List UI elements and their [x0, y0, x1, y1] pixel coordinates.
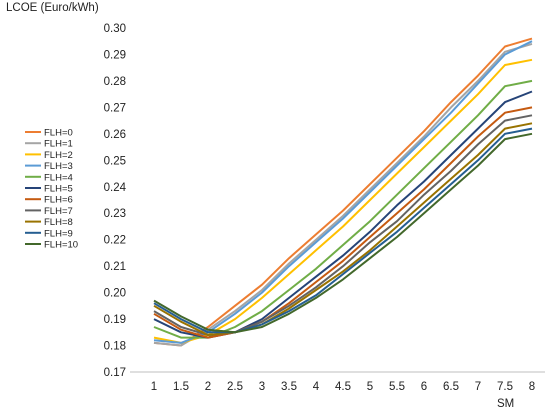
- x-axis-title: SM: [497, 398, 515, 410]
- y-tick-label: 0.22: [104, 235, 126, 247]
- legend-label: FLH=7: [44, 206, 73, 217]
- series-line-flh-10: [153, 132, 533, 334]
- x-tick-label: 1: [151, 381, 157, 393]
- series-line-flh-0: [153, 37, 533, 347]
- series-line-flh-6: [153, 106, 533, 339]
- series-line-flh-8: [153, 122, 533, 336]
- legend-label: FLH=10: [44, 240, 78, 251]
- legend-label: FLH=9: [44, 228, 73, 239]
- y-axis-title: LCOE (Euro/kWh): [6, 2, 99, 14]
- x-tick-label: 8: [529, 381, 535, 393]
- y-tick-label: 0.27: [104, 102, 126, 114]
- x-tick-label: 6.5: [443, 381, 459, 393]
- y-tick-label: 0.25: [104, 155, 126, 167]
- x-tick-label: 6: [421, 381, 427, 393]
- legend-label: FLH=8: [44, 217, 73, 228]
- y-tick-label: 0.21: [104, 261, 126, 273]
- y-tick-label: 0.23: [104, 208, 126, 220]
- legend-label: FLH=6: [44, 195, 73, 206]
- x-tick-label: 4: [313, 381, 320, 393]
- x-tick-label: 7.5: [497, 381, 513, 393]
- legend-label: FLH=5: [44, 184, 73, 195]
- y-tick-label: 0.26: [104, 129, 126, 141]
- x-tick-label: 7: [475, 381, 481, 393]
- legend-label: FLH=1: [44, 139, 73, 150]
- y-tick-label: 0.28: [104, 76, 126, 88]
- series-line-flh-9: [153, 127, 533, 334]
- x-tick-label: 5: [367, 381, 373, 393]
- legend-label: FLH=4: [44, 172, 73, 183]
- y-tick-label: 0.19: [104, 314, 126, 326]
- x-tick-label: 1.5: [173, 381, 189, 393]
- series-line-flh-3: [153, 40, 533, 344]
- y-tick-label: 0.20: [104, 288, 126, 300]
- x-tick-label: 3.5: [281, 381, 297, 393]
- x-tick-label: 2.5: [227, 381, 243, 393]
- y-tick-label: 0.18: [104, 341, 126, 353]
- y-tick-label: 0.29: [104, 49, 126, 61]
- legend-label: FLH=0: [44, 128, 73, 139]
- x-tick-label: 5.5: [389, 381, 405, 393]
- legend-label: FLH=2: [44, 150, 73, 161]
- series-line-flh-1: [153, 42, 533, 347]
- y-tick-label: 0.30: [104, 23, 126, 35]
- series-line-flh-2: [153, 58, 533, 344]
- y-tick-label: 0.24: [104, 182, 127, 194]
- y-tick-label: 0.17: [104, 367, 126, 379]
- x-tick-label: 3: [259, 381, 265, 393]
- x-tick-label: 2: [205, 381, 211, 393]
- x-tick-label: 4.5: [335, 381, 351, 393]
- legend-label: FLH=3: [44, 161, 73, 172]
